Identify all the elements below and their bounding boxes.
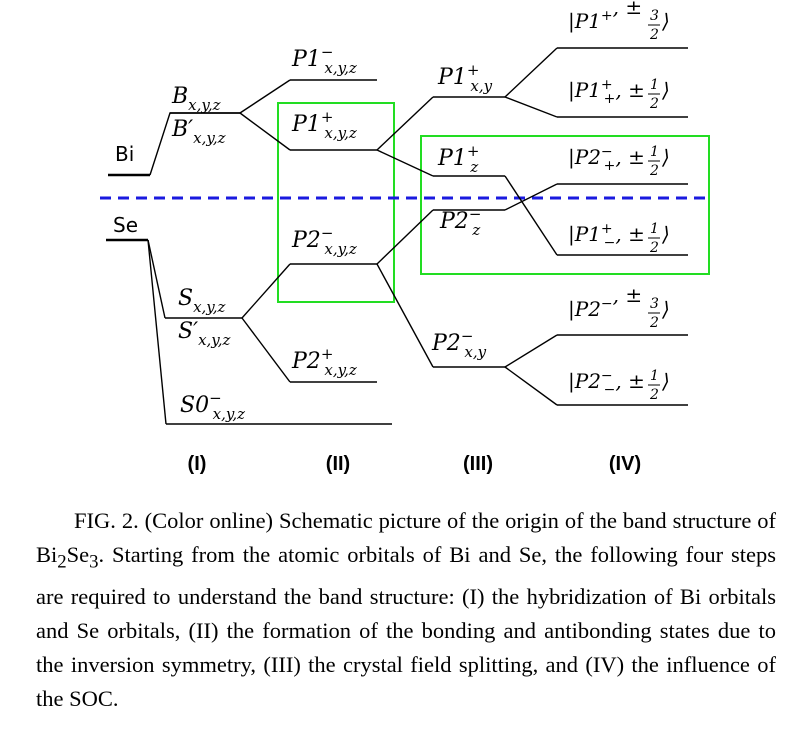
atom-label-se: Se bbox=[113, 213, 138, 237]
connector-z-k3 bbox=[504, 183, 558, 211]
ket-k2: |P1+ +, ± 1 2 ⟩ bbox=[568, 77, 670, 112]
svg-text:1: 1 bbox=[650, 144, 659, 160]
svg-text:|P2−, ±: |P2−, ± bbox=[568, 283, 642, 322]
connector-p1plus-p1plusz bbox=[376, 149, 434, 177]
connector-p2minus-p2minusz bbox=[376, 209, 434, 265]
step-label-1: (I) bbox=[188, 453, 207, 475]
caption-sub-2: 3 bbox=[89, 551, 99, 573]
atom-label-bi: Bi bbox=[115, 142, 134, 166]
connector-b-p1minus bbox=[239, 79, 291, 114]
svg-text:⟩: ⟩ bbox=[661, 297, 670, 321]
connector-xy-k6 bbox=[504, 366, 558, 406]
label-p2-minus: P2− x,y,z bbox=[291, 224, 357, 258]
caption-sub-1: 2 bbox=[57, 551, 67, 573]
svg-text:⟩: ⟩ bbox=[661, 222, 670, 246]
ket-k1: |P1+, ± 3 2 ⟩ bbox=[568, 0, 670, 43]
label-p2-plus: P2+ x,y,z bbox=[291, 345, 357, 379]
label-p1-plus-xy: P1+ x,y bbox=[437, 61, 493, 95]
svg-text:3: 3 bbox=[650, 296, 659, 312]
label-s0: S0− x,y,z bbox=[180, 389, 245, 423]
svg-text:2: 2 bbox=[649, 27, 659, 43]
svg-text:⟩: ⟩ bbox=[661, 9, 670, 33]
figure-caption: FIG. 2. (Color online) Schematic picture… bbox=[36, 504, 776, 716]
step-label-4: (IV) bbox=[609, 453, 641, 475]
caption-text-c: . Starting from the atomic orbitals of B… bbox=[36, 542, 776, 711]
svg-text:2: 2 bbox=[649, 240, 659, 256]
connector-se-s0 bbox=[147, 239, 167, 425]
svg-text:|P1+, ±: |P1+, ± bbox=[568, 0, 642, 34]
connector-p1plus-p1plusxy bbox=[376, 96, 434, 151]
connector-b-p1plus bbox=[239, 112, 291, 151]
label-b-prime: B′x,y,z bbox=[171, 117, 226, 147]
svg-text:1: 1 bbox=[650, 77, 659, 93]
band-structure-diagram: Bi Se Bx,y,z B′x,y,z Sx,y,z S′x,y,z S0− x… bbox=[100, 0, 712, 475]
svg-text:3: 3 bbox=[650, 8, 659, 24]
label-p2-minus-xy: P2− x,y bbox=[431, 327, 487, 361]
step-label-3: (III) bbox=[463, 453, 493, 475]
label-p1-plus-z: P1+ z bbox=[437, 142, 479, 176]
ket-k5: |P2−, ± 3 2 ⟩ bbox=[568, 283, 670, 331]
label-p1-minus: P1− x,y,z bbox=[291, 43, 357, 77]
svg-text:2: 2 bbox=[649, 315, 659, 331]
highlight-box-stage3-4 bbox=[420, 135, 710, 275]
label-b: Bx,y,z bbox=[171, 84, 221, 114]
figure-label: FIG. 2. bbox=[74, 508, 139, 533]
label-p2-minus-z: P2− z bbox=[439, 205, 481, 239]
svg-text:|P1+−, ±: |P1+ −, ± bbox=[568, 221, 645, 251]
svg-text:|P1++, ±: |P1+ +, ± bbox=[568, 77, 645, 107]
label-s-prime: S′x,y,z bbox=[178, 319, 231, 349]
label-s: Sx,y,z bbox=[178, 286, 226, 316]
svg-text:1: 1 bbox=[650, 368, 659, 384]
step-label-2: (II) bbox=[326, 453, 350, 475]
svg-text:2: 2 bbox=[649, 387, 659, 403]
highlight-box-stage2 bbox=[277, 102, 395, 303]
svg-text:⟩: ⟩ bbox=[661, 78, 670, 102]
connector-s-p2plus bbox=[241, 317, 291, 383]
svg-text:|P2−−, ±: |P2− −, ± bbox=[568, 368, 645, 398]
caption-text-b: Se bbox=[66, 542, 90, 567]
connector-xy-k2 bbox=[504, 96, 558, 118]
connector-p2minus-p2minusxy bbox=[376, 263, 434, 368]
connector-z-k4 bbox=[504, 175, 558, 256]
svg-text:|P2−+, ±: |P2− +, ± bbox=[568, 144, 645, 174]
ket-k3: |P2− +, ± 1 2 ⟩ bbox=[568, 144, 670, 179]
ket-k6: |P2− −, ± 1 2 ⟩ bbox=[568, 368, 670, 403]
caption-text-a: (Color online) Schematic picture of the … bbox=[36, 508, 776, 567]
svg-text:2: 2 bbox=[649, 96, 659, 112]
svg-text:⟩: ⟩ bbox=[661, 369, 670, 393]
label-p1-plus: P1+ x,y,z bbox=[291, 108, 357, 142]
connector-se-s bbox=[147, 239, 166, 319]
svg-text:1: 1 bbox=[650, 221, 659, 237]
svg-text:2: 2 bbox=[649, 163, 659, 179]
connector-xy-k5 bbox=[504, 334, 558, 368]
svg-text:⟩: ⟩ bbox=[661, 145, 670, 169]
connector-s-p2minus bbox=[241, 263, 291, 319]
connector-xy-k1 bbox=[504, 47, 558, 98]
ket-k4: |P1+ −, ± 1 2 ⟩ bbox=[568, 221, 670, 256]
